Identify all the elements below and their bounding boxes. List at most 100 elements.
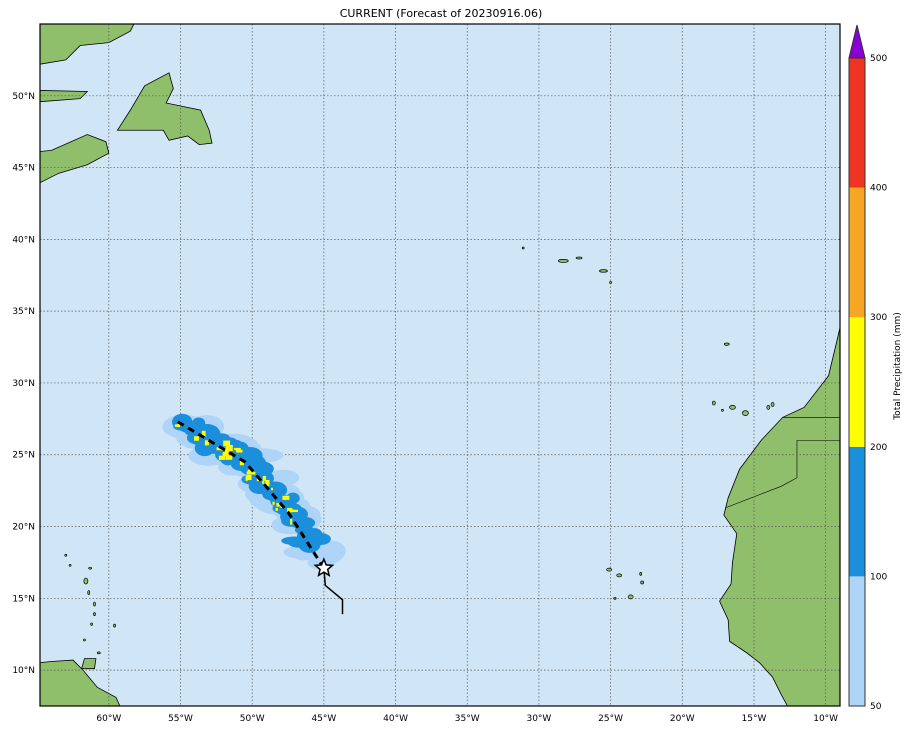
- island: [711, 400, 716, 406]
- precip-heavy: [204, 440, 209, 446]
- forecast-track-line: [176, 420, 326, 569]
- x-tick-label: 25°W: [598, 714, 623, 724]
- colorbar-segment: [849, 446, 865, 577]
- island: [742, 410, 749, 416]
- island: [96, 651, 101, 655]
- precip-heavy: [216, 447, 220, 451]
- x-tick-label: 60°W: [96, 714, 121, 724]
- colorbar-label: Total Precipitation (mm): [893, 312, 903, 421]
- past-track-line: [323, 568, 344, 615]
- precip-moderate: [194, 424, 220, 442]
- precip-heavy: [275, 507, 279, 511]
- island: [68, 563, 72, 567]
- island: [521, 246, 525, 250]
- precip-heavy: [287, 507, 293, 513]
- x-tick-label: 45°W: [311, 714, 336, 724]
- precip-heavy: [223, 440, 231, 447]
- gaspe-land: [40, 90, 89, 103]
- map-title: CURRENT (Forecast of 20230916.06): [340, 7, 543, 20]
- island: [88, 566, 93, 570]
- precip-heavy: [252, 471, 256, 475]
- precip-heavy: [270, 487, 273, 491]
- newfoundland-land: [116, 72, 213, 146]
- colorbar-tick-label: 300: [870, 313, 887, 323]
- border-line: [725, 417, 840, 509]
- island: [93, 601, 96, 607]
- island: [729, 405, 736, 410]
- precip-moderate: [286, 492, 300, 504]
- colorbar: 50 100 200 300 400 500: [848, 24, 887, 712]
- island: [557, 259, 569, 263]
- y-tick-label: 30°N: [12, 379, 35, 389]
- island: [93, 612, 96, 616]
- precip-heavy: [262, 480, 265, 484]
- precip-heavy: [272, 501, 275, 505]
- storm-track: [176, 420, 344, 615]
- island: [639, 572, 643, 576]
- x-tick-label: 20°W: [670, 714, 695, 724]
- x-tick-label: 15°W: [742, 714, 767, 724]
- precip-heavy: [245, 475, 248, 481]
- precip-heavy: [194, 436, 199, 441]
- map-axes: 60°W 55°W 50°W 45°W 40°W 35°W 30°W 25°W 20°W 15°W…: [12, 23, 841, 724]
- x-tick-label: 30°W: [526, 714, 551, 724]
- colorbar-tick-label: 100: [870, 572, 887, 582]
- africa-land: [719, 325, 840, 706]
- precip-heavy: [276, 502, 280, 507]
- colorbar-tick-label: 400: [870, 184, 887, 194]
- colorbar-segment: [849, 317, 865, 447]
- x-tick-label: 50°W: [240, 714, 265, 724]
- island: [766, 405, 771, 410]
- labrador-land: [40, 24, 135, 65]
- y-tick-label: 50°N: [12, 92, 35, 102]
- x-tick-label: 10°W: [813, 714, 838, 724]
- y-tick-label: 15°N: [12, 594, 35, 604]
- precip-heavy: [222, 452, 229, 457]
- island: [83, 638, 86, 642]
- precip-heavy: [262, 475, 267, 481]
- island: [87, 590, 91, 595]
- precip-heavy: [292, 509, 298, 513]
- colorbar-tick-label: 200: [870, 443, 887, 453]
- precip-heavy: [239, 461, 244, 466]
- precip-heavy: [174, 424, 180, 427]
- island: [721, 408, 724, 412]
- colorbar-segment: [849, 187, 865, 318]
- island: [599, 269, 608, 273]
- precip-heavy: [236, 449, 243, 453]
- island: [627, 594, 634, 600]
- precip-heavy: [282, 495, 290, 500]
- island: [770, 402, 775, 407]
- y-tick-label: 10°N: [12, 666, 35, 676]
- map-frame: [39, 23, 841, 707]
- x-tick-label: 40°W: [383, 714, 408, 724]
- precip-heavy: [247, 469, 254, 475]
- y-tick-label: 35°N: [12, 307, 35, 317]
- colorbar-tick-label: 500: [870, 54, 887, 64]
- storm-position-star-icon: [313, 557, 335, 578]
- precip-heavy: [218, 455, 226, 460]
- precip-heavy: [201, 430, 206, 437]
- land-layer: [31, 24, 840, 706]
- y-tick-label: 20°N: [12, 523, 35, 533]
- colorbar-tick-label: 50: [870, 702, 882, 712]
- precip-heavy: [234, 447, 241, 451]
- island: [31, 551, 35, 553]
- gridlines: [40, 24, 840, 706]
- trinidad-land: [81, 658, 97, 670]
- precip-heavy: [290, 518, 293, 525]
- colorbar-segment: [849, 576, 865, 706]
- island: [575, 256, 583, 260]
- colorbar-frame: [848, 57, 866, 707]
- precip-heavy: [225, 454, 233, 460]
- island: [723, 342, 730, 346]
- y-tick-label: 25°N: [12, 451, 35, 461]
- island: [83, 577, 89, 585]
- precip-heavy: [247, 474, 252, 481]
- island: [640, 580, 645, 585]
- x-tick-label: 55°W: [168, 714, 193, 724]
- precip-heavy: [246, 471, 251, 475]
- island: [90, 622, 93, 626]
- island: [616, 573, 623, 578]
